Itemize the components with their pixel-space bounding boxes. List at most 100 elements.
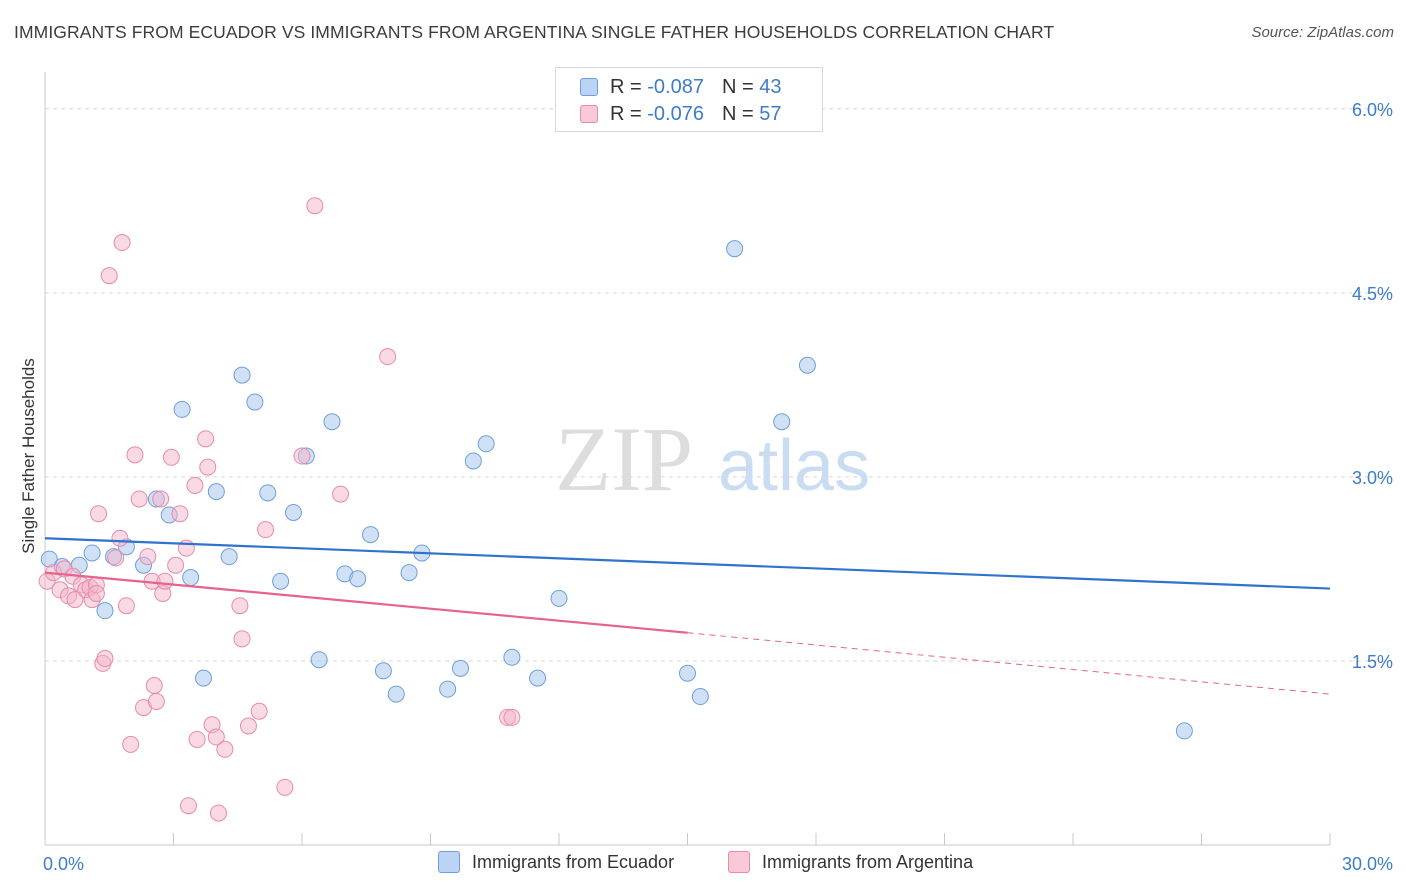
ecuador-swatch xyxy=(580,78,598,96)
ecuador-point xyxy=(96,602,114,620)
argentina-trend-extension xyxy=(687,632,1331,695)
argentina-point xyxy=(113,234,131,252)
ecuador-point xyxy=(173,400,191,418)
ecuador-point xyxy=(284,503,302,521)
ecuador-legend-label: Immigrants from Ecuador xyxy=(472,851,675,872)
legend-row-argentina: R = -0.076 N = 57 xyxy=(580,101,781,127)
ecuador-point xyxy=(194,669,212,687)
legend-row-ecuador: R = -0.087 N = 43 xyxy=(580,74,781,100)
y-tick-label: 6.0% xyxy=(1352,100,1393,120)
argentina-point xyxy=(250,702,268,720)
chart-title: IMMIGRANTS FROM ECUADOR VS IMMIGRANTS FR… xyxy=(14,22,1055,42)
y-tick-label: 1.5% xyxy=(1352,652,1393,672)
series-legend-argentina: Immigrants from Argentina xyxy=(728,851,973,873)
argentina-point xyxy=(96,649,114,667)
ecuador-point xyxy=(773,413,791,431)
argentina-point xyxy=(100,267,118,285)
watermark-zip: ZIP xyxy=(555,408,693,510)
argentina-point xyxy=(126,446,144,464)
argentina-point xyxy=(306,197,324,215)
ecuador-point xyxy=(529,669,547,687)
argentina-point xyxy=(197,430,215,448)
watermark-atlas: atlas xyxy=(718,426,870,506)
trend-layer xyxy=(44,537,1331,695)
argentina-point xyxy=(186,476,204,494)
ecuador-point xyxy=(477,435,495,453)
x-tick-label: 0.0% xyxy=(43,854,84,874)
ecuador-point xyxy=(679,664,696,682)
ecuador-point xyxy=(451,659,469,677)
legend-r-value: -0.076 xyxy=(647,102,704,125)
ecuador-point xyxy=(691,688,709,706)
ecuador-point xyxy=(503,648,521,666)
legend-n-label: N = xyxy=(721,102,760,125)
argentina-point xyxy=(66,591,84,609)
point-layer xyxy=(38,197,1193,822)
argentina-point xyxy=(332,485,350,503)
argentina-point xyxy=(179,797,197,815)
ecuador-point xyxy=(464,452,482,470)
ecuador-point xyxy=(323,413,341,431)
argentina-point xyxy=(209,804,227,822)
argentina-trend-line xyxy=(44,571,688,634)
argentina-point xyxy=(276,778,294,796)
ecuador-point xyxy=(726,240,744,258)
ecuador-point xyxy=(207,483,225,501)
y-tick-label: 3.0% xyxy=(1352,468,1393,488)
argentina-legend-label: Immigrants from Argentina xyxy=(762,851,974,872)
argentina-point xyxy=(293,447,311,465)
ecuador-point xyxy=(362,526,380,544)
legend-r-label: R = xyxy=(610,102,648,125)
ecuador-point xyxy=(83,544,101,562)
ecuador-point xyxy=(374,662,392,680)
argentina-point xyxy=(231,597,249,615)
argentina-point xyxy=(156,572,174,590)
x-tick-label: 30.0% xyxy=(1342,854,1393,874)
argentina-point xyxy=(130,490,148,508)
argentina-point xyxy=(147,692,165,710)
argentina-point xyxy=(239,717,257,735)
ecuador-point xyxy=(182,569,200,587)
axis-layer xyxy=(44,72,1331,846)
argentina-point xyxy=(145,676,163,694)
argentina-legend-swatch xyxy=(728,851,750,873)
y-tick-label: 4.5% xyxy=(1352,284,1393,304)
argentina-point xyxy=(257,521,275,539)
ecuador-point xyxy=(400,564,418,582)
ecuador-point xyxy=(1175,722,1193,740)
argentina-swatch xyxy=(580,105,598,123)
correlation-legend: R = -0.087 N = 43 R = -0.076 N = 57 xyxy=(555,67,823,132)
ecuador-point xyxy=(310,651,328,669)
argentina-point xyxy=(167,556,185,574)
argentina-point xyxy=(379,348,397,366)
argentina-point xyxy=(117,597,135,615)
ecuador-point xyxy=(550,589,568,607)
ecuador-point xyxy=(233,366,251,384)
argentina-point xyxy=(503,708,521,726)
source-credit: Source: ZipAtlas.com xyxy=(1251,24,1394,41)
argentina-point xyxy=(188,730,206,748)
argentina-point xyxy=(216,740,234,758)
ecuador-point xyxy=(349,570,367,588)
ecuador-point xyxy=(439,680,457,698)
ecuador-point xyxy=(220,548,238,566)
argentina-point xyxy=(199,458,217,476)
argentina-point xyxy=(107,549,125,567)
legend-n-value: 43 xyxy=(759,75,782,98)
ecuador-legend-swatch xyxy=(438,851,460,873)
argentina-point xyxy=(139,548,157,566)
argentina-point xyxy=(233,630,251,648)
argentina-point xyxy=(87,584,105,602)
grid-layer xyxy=(45,108,1390,662)
legend-r-label: R = xyxy=(610,75,648,98)
ecuador-point xyxy=(259,484,277,502)
series-legend: Immigrants from Ecuador Immigrants from … xyxy=(0,851,1406,877)
legend-r-value: -0.087 xyxy=(647,75,704,98)
argentina-point xyxy=(152,490,170,508)
argentina-point xyxy=(162,448,180,466)
ecuador-point xyxy=(387,685,405,703)
ecuador-point xyxy=(798,356,816,374)
y-axis-label: Single Father Households xyxy=(19,358,38,554)
series-legend-ecuador: Immigrants from Ecuador xyxy=(438,851,674,873)
